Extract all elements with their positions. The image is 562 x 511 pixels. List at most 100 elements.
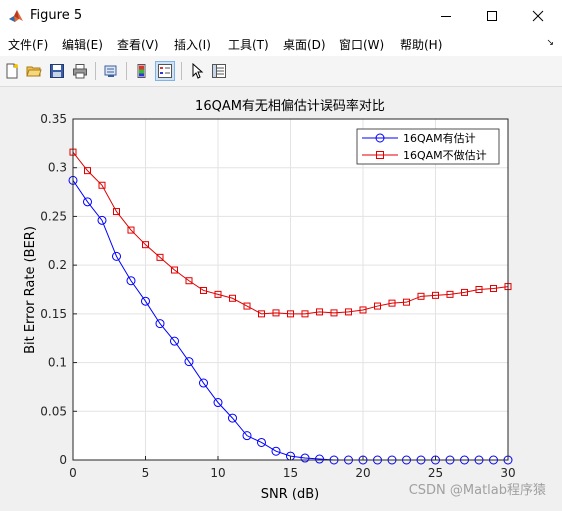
data-point-circle bbox=[184, 357, 194, 367]
x-tick-label: 15 bbox=[283, 466, 298, 480]
data-point-square bbox=[475, 286, 483, 293]
legend-icon bbox=[158, 64, 172, 78]
print-preview-icon bbox=[104, 65, 117, 77]
toolbar bbox=[0, 56, 562, 87]
axis-ticks: 0 5 10 15 20 25 30 0 0.05 0.1 0.15 0.2 0.25 0.3 0.35 bbox=[40, 112, 515, 480]
y-tick-label: 0.2 bbox=[48, 258, 67, 272]
legend[interactable]: 16QAM有估计 16QAM不做估计 bbox=[356, 128, 500, 165]
pointer-icon bbox=[192, 63, 204, 79]
data-point-square bbox=[142, 241, 149, 249]
data-point-square bbox=[229, 294, 236, 302]
ber-chart[interactable]: 0 5 10 15 20 25 30 0 0.05 0.1 0.15 0.2 0.25 0.3 0.35 1… bbox=[0, 87, 562, 507]
data-point-square bbox=[113, 208, 120, 216]
minimize-icon bbox=[441, 16, 451, 17]
x-tick-label: 20 bbox=[355, 466, 370, 480]
figure-area: 0 5 10 15 20 25 30 0 0.05 0.1 0.15 0.2 0.25 0.3 0.35 1… bbox=[0, 87, 562, 507]
data-point-circle bbox=[83, 197, 92, 207]
maximize-icon bbox=[487, 11, 497, 21]
x-tick-label: 0 bbox=[69, 466, 77, 480]
data-point-square bbox=[374, 302, 381, 310]
new-figure-button[interactable] bbox=[2, 61, 22, 81]
data-point-circle bbox=[97, 215, 107, 225]
menu-edit[interactable]: 编辑(E) bbox=[62, 38, 103, 52]
print-button[interactable] bbox=[70, 61, 90, 81]
data-point-square bbox=[272, 309, 280, 317]
data-point-square bbox=[301, 310, 309, 318]
data-point-circle bbox=[315, 454, 324, 464]
legend-label-estimated: 16QAM有估计 bbox=[403, 131, 476, 145]
data-point-square bbox=[330, 309, 338, 317]
save-icon bbox=[50, 64, 64, 78]
data-point-square bbox=[403, 298, 410, 306]
legend-button[interactable] bbox=[155, 61, 175, 81]
data-point-circle bbox=[213, 398, 223, 408]
print-preview-button[interactable] bbox=[101, 61, 121, 81]
save-button[interactable] bbox=[47, 61, 67, 81]
close-button[interactable] bbox=[515, 0, 561, 32]
x-tick-label: 25 bbox=[428, 466, 443, 480]
menu-tools[interactable]: 工具(T) bbox=[228, 38, 269, 52]
edit-plot-button[interactable] bbox=[187, 61, 207, 81]
open-button[interactable] bbox=[24, 61, 44, 81]
menu-insert[interactable]: 插入(I) bbox=[174, 38, 211, 52]
y-tick-label: 0.15 bbox=[40, 307, 67, 321]
data-point-square bbox=[127, 226, 135, 234]
y-tick-label: 0.05 bbox=[40, 404, 67, 418]
x-tick-label: 5 bbox=[142, 466, 150, 480]
colorbar-icon bbox=[137, 64, 146, 78]
toolbar-separator bbox=[95, 62, 96, 80]
data-point-square bbox=[214, 290, 222, 298]
y-tick-label: 0.3 bbox=[48, 161, 67, 175]
menu-help[interactable]: 帮助(H) bbox=[400, 38, 443, 52]
data-point-square bbox=[287, 310, 294, 318]
minimize-button[interactable] bbox=[423, 0, 469, 32]
menu-desktop[interactable]: 桌面(D) bbox=[283, 38, 326, 52]
menu-file[interactable]: 文件(F) bbox=[8, 38, 49, 52]
series-line-1 bbox=[72, 151, 509, 315]
matlab-logo-icon bbox=[9, 10, 23, 22]
toolbar-separator bbox=[126, 62, 127, 80]
y-tick-label: 0.35 bbox=[40, 112, 67, 126]
y-axis-label: Bit Error Rate (BER) bbox=[23, 226, 38, 354]
y-tick-label: 0.25 bbox=[40, 209, 67, 223]
data-point-square bbox=[359, 306, 367, 314]
data-point-square bbox=[345, 308, 352, 316]
data-point-circle bbox=[155, 319, 165, 329]
y-tick-label: 0.1 bbox=[48, 356, 67, 370]
data-point-circle bbox=[126, 276, 136, 286]
data-point-square bbox=[446, 290, 454, 298]
toolbar-separator bbox=[181, 62, 182, 80]
menu-view[interactable]: 查看(V) bbox=[117, 38, 159, 52]
data-point-circle bbox=[300, 453, 310, 463]
data-point-square bbox=[432, 291, 439, 299]
window-title: Figure 5 bbox=[30, 8, 83, 23]
menu-window[interactable]: 窗口(W) bbox=[339, 38, 385, 52]
data-point-square bbox=[417, 292, 425, 300]
data-point-square bbox=[185, 277, 193, 285]
property-inspector-button[interactable] bbox=[209, 61, 229, 81]
data-point-square bbox=[490, 285, 497, 293]
data-point-square bbox=[156, 253, 164, 261]
property-inspector-icon bbox=[212, 64, 226, 78]
x-axis-label: SNR (dB) bbox=[261, 487, 319, 502]
data-point-square bbox=[461, 288, 468, 296]
print-icon bbox=[73, 64, 87, 79]
data-point-circle bbox=[199, 378, 208, 388]
data-point-square bbox=[258, 310, 265, 318]
menu-overflow-icon[interactable]: ↘ bbox=[546, 38, 554, 48]
data-point-square bbox=[200, 286, 207, 294]
colorbar-button[interactable] bbox=[132, 61, 152, 81]
maximize-button[interactable] bbox=[469, 0, 515, 32]
legend-marker-no-estimation bbox=[376, 151, 384, 159]
legend-marker-estimated bbox=[375, 133, 385, 143]
data-point-circle bbox=[242, 431, 252, 441]
data-point-circle bbox=[257, 437, 266, 447]
data-point-square bbox=[243, 302, 251, 310]
open-folder-icon bbox=[26, 66, 42, 77]
x-tick-label: 30 bbox=[500, 466, 515, 480]
data-point-circle bbox=[228, 413, 237, 423]
data-point-circle bbox=[112, 251, 121, 261]
data-point-square bbox=[84, 167, 91, 175]
data-point-square bbox=[171, 266, 178, 274]
data-point-circle bbox=[170, 336, 179, 346]
